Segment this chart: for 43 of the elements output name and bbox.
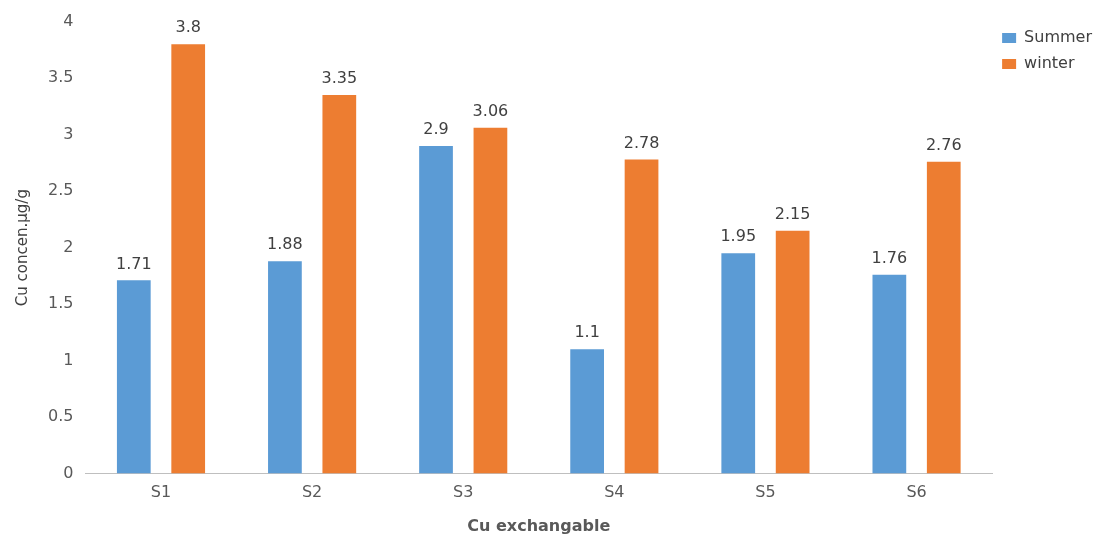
data-label: 3.06 <box>472 100 509 120</box>
data-label: 2.76 <box>925 134 962 154</box>
bar <box>624 159 659 474</box>
x-tick-label: S4 <box>604 482 625 502</box>
y-axis-title: Cu concen.µg/g <box>12 189 31 307</box>
bar <box>419 145 453 474</box>
legend-label: winter <box>1024 53 1075 73</box>
bar <box>322 95 357 474</box>
y-tick-label: 1 <box>63 349 74 369</box>
bar <box>872 274 907 474</box>
legend-label: Summer <box>1024 27 1093 47</box>
data-label: 1.1 <box>574 322 600 342</box>
bar <box>116 280 151 474</box>
y-tick-label: 3 <box>63 123 74 143</box>
y-tick-label: 1.5 <box>47 293 74 313</box>
bar <box>473 127 508 474</box>
y-tick-label: 3.5 <box>47 67 74 87</box>
bar <box>926 161 961 474</box>
x-tick-label: S1 <box>150 482 172 502</box>
y-tick-label: 0 <box>63 462 74 482</box>
data-label: 2.9 <box>423 119 449 139</box>
data-label: 3.35 <box>321 68 358 88</box>
bar <box>268 261 302 474</box>
data-label: 3.8 <box>175 17 201 37</box>
y-tick-label: 2 <box>63 236 74 256</box>
data-label: 2.15 <box>774 203 811 223</box>
data-label: 1.88 <box>267 234 303 254</box>
y-tick-label: 2.5 <box>47 180 74 200</box>
x-tick-label: S3 <box>453 482 474 502</box>
y-tick-label: 4 <box>63 10 74 30</box>
x-tick-label: S2 <box>301 482 323 502</box>
bar <box>721 253 756 474</box>
data-label: 1.95 <box>720 226 757 246</box>
data-label: 1.76 <box>871 247 908 267</box>
data-label: 2.78 <box>623 132 660 152</box>
bar <box>775 230 810 474</box>
x-tick-label: S6 <box>906 482 927 502</box>
x-tick-label: S5 <box>755 482 776 502</box>
y-tick-label: 0.5 <box>47 406 74 426</box>
bar <box>171 44 206 474</box>
bar <box>570 349 604 474</box>
x-axis-title: Cu exchangable <box>467 515 611 535</box>
data-label: 1.71 <box>115 253 152 273</box>
